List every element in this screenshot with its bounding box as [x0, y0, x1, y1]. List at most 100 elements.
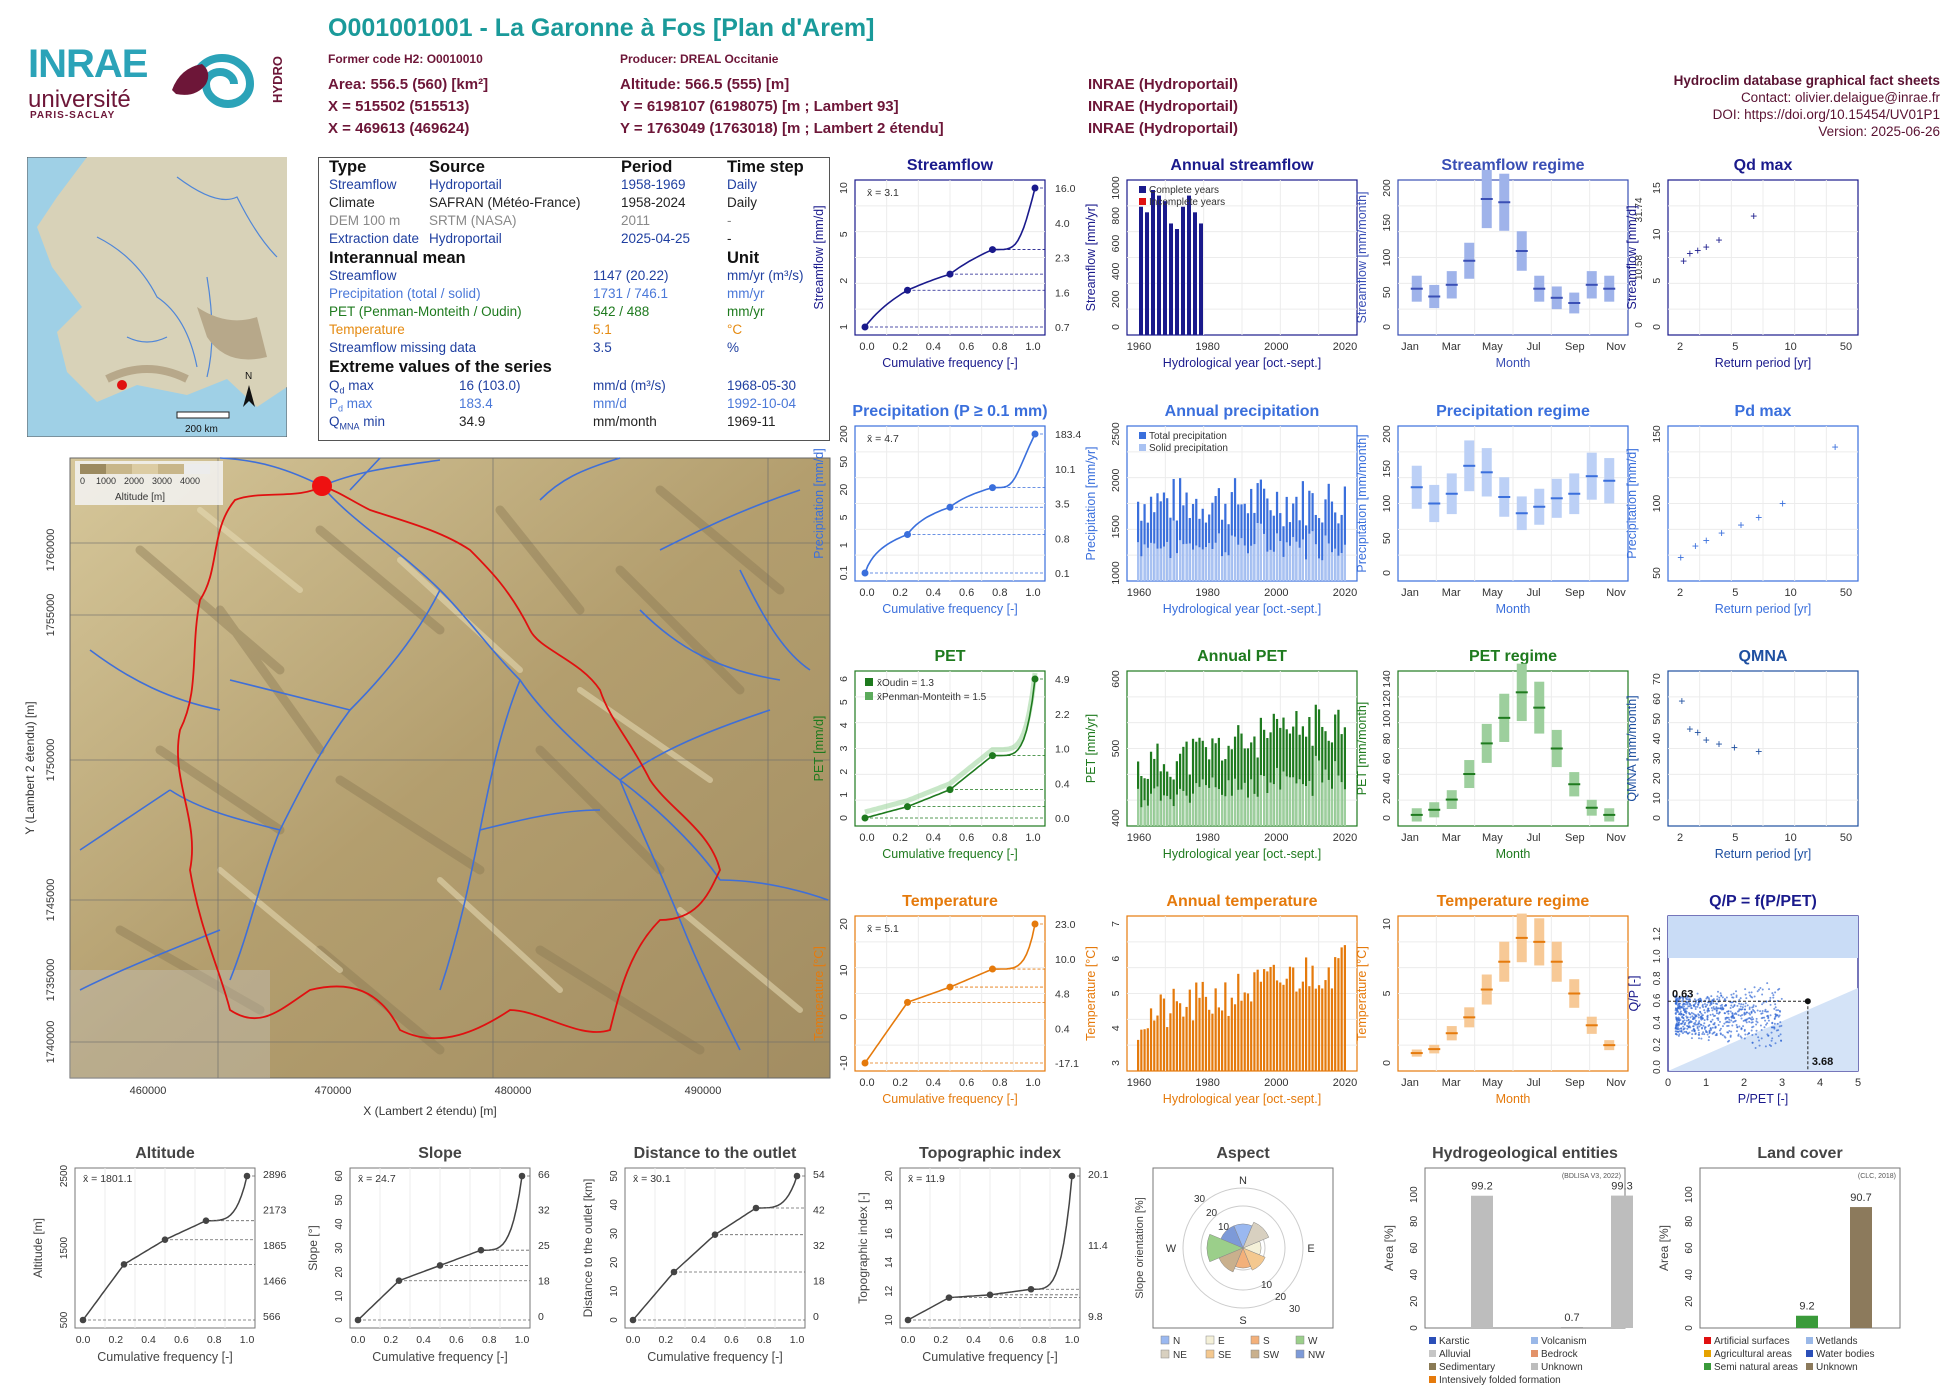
scatter-point	[1674, 1033, 1677, 1036]
scatter-point	[1739, 1014, 1742, 1017]
y-tick: 1760000	[45, 529, 57, 572]
legend-swatch	[1295, 1335, 1305, 1345]
scatter-point	[1708, 1036, 1711, 1039]
interannual-value: 1147 (20.22)	[593, 268, 669, 283]
legend-swatch	[1806, 1337, 1813, 1344]
bar	[1221, 519, 1224, 581]
scatter-point	[1706, 1033, 1709, 1036]
scatter-point	[1756, 990, 1759, 993]
quantile-point	[711, 1231, 719, 1238]
scatter-point	[1677, 1021, 1680, 1024]
x-axis-label: Cumulative frequency [-]	[97, 1350, 232, 1364]
scatter-point	[1776, 1014, 1779, 1017]
bar	[1301, 481, 1304, 581]
quantile-point	[989, 246, 996, 254]
x-tick-label: Nov	[1606, 341, 1626, 353]
legend-label: Wetlands	[1816, 1336, 1858, 1347]
bar	[1253, 736, 1256, 826]
scatter-point	[1697, 1003, 1700, 1006]
y-tick-label: 10	[884, 1314, 895, 1326]
scatter-point	[1735, 990, 1738, 993]
chart-qd_max: Qd max Return period [yr] Streamflow [mm/d…	[1625, 157, 1859, 370]
scatter-point	[1706, 1001, 1709, 1004]
y-axis-label: PET [mm/d]	[812, 716, 826, 782]
scatter-point	[1685, 1015, 1688, 1018]
bar-solid	[1279, 540, 1282, 581]
scatter-point	[1713, 1022, 1716, 1025]
bar	[1185, 741, 1188, 826]
right-tick-label: 1.0	[1055, 744, 1070, 756]
scatter-point	[1718, 1011, 1721, 1014]
ring-label: 20	[1206, 1208, 1218, 1219]
bar	[1198, 997, 1201, 1071]
chart-title: Qd max	[1734, 157, 1793, 174]
y-tick-label: 6	[1110, 956, 1122, 962]
y-axis-label: Precipitation [mm/d]	[1625, 448, 1639, 558]
y-tick-label: 600	[1110, 670, 1122, 688]
right-tick-label: 4.8	[1055, 989, 1070, 1001]
scatter-point	[1757, 1036, 1760, 1039]
scatter-point	[1680, 1013, 1683, 1016]
bar	[1182, 505, 1185, 581]
scatter-point	[1740, 1027, 1743, 1030]
bar-solid	[1153, 788, 1156, 826]
quantile-point	[79, 1316, 87, 1324]
y-tick-label: 400	[1110, 809, 1122, 827]
y-axis-label: Streamflow [mm/d]	[812, 205, 826, 309]
contact-link[interactable]: Contact: olivier.delaigue@inrae.fr	[1740, 90, 1940, 105]
y-tick-label: 20	[884, 1170, 895, 1182]
chart-pd_max: Pd max Return period [yr] Precipitation [m…	[1625, 403, 1859, 616]
scatter-point	[1714, 1034, 1717, 1037]
row-timestep: Daily	[727, 195, 758, 210]
x-axis-label: Cumulative frequency [-]	[647, 1350, 782, 1364]
y-tick-label: 80	[1381, 733, 1393, 745]
y-tick-label: 40	[1651, 733, 1663, 745]
scatter-point	[1745, 997, 1748, 1000]
doi-link[interactable]: DOI: https://doi.org/10.15454/UV01P1	[1712, 107, 1940, 122]
x-tick-label: 1.0	[1025, 341, 1040, 353]
bar	[1282, 984, 1285, 1071]
y-tick: 1750000	[45, 739, 57, 782]
right-tick-label: 66	[538, 1169, 550, 1181]
scatter-point	[1711, 1026, 1714, 1029]
y-tick-label: 200	[1110, 290, 1122, 308]
legend-swatch	[1250, 1349, 1260, 1359]
bar-solid	[1275, 767, 1279, 826]
scatter-point	[1759, 1010, 1762, 1013]
bar	[1143, 504, 1146, 581]
bar	[1214, 743, 1217, 826]
scatter-point	[1682, 998, 1685, 1001]
scatter-point	[1680, 1030, 1683, 1033]
scatter-point	[1727, 1024, 1730, 1027]
chart-title: Precipitation (P ≥ 0.1 mm)	[852, 403, 1047, 420]
x-tick-label: 0.4	[691, 1334, 706, 1346]
data-point: +	[1694, 726, 1701, 740]
right-tick-label: 18	[538, 1276, 550, 1288]
chart-landcover: Land cover (CLC, 2018) 9.2 90.7 Area [%] 0 20 4…	[1657, 1145, 1901, 1373]
ring	[1200, 1205, 1286, 1291]
scatter-point	[1677, 1023, 1680, 1026]
x-tick-label: 0.0	[859, 1077, 874, 1089]
bar-solid	[1224, 552, 1227, 581]
scatter-point	[1678, 1013, 1681, 1016]
y-tick-label: 150	[1651, 425, 1663, 443]
bar	[1139, 206, 1143, 335]
interannual-value: 542 / 488	[593, 304, 650, 319]
scatter-point	[1676, 1020, 1679, 1023]
x-tick-label: 0.4	[926, 1077, 941, 1089]
scatter-point	[1743, 1028, 1746, 1031]
bar	[1151, 190, 1155, 335]
y-tick-label: 40	[334, 1218, 345, 1230]
aspect-sector	[1206, 1233, 1244, 1263]
y-tick-label: 12	[884, 1285, 895, 1297]
scatter-point	[1707, 1039, 1710, 1042]
y-tick-label: 20	[1651, 772, 1663, 784]
scatter-point	[1746, 1018, 1749, 1021]
extreme-date: 1968-05-30	[727, 378, 797, 393]
right-tick-label: 42	[813, 1205, 825, 1217]
scatter-point	[1703, 1011, 1706, 1014]
scatter-point	[1752, 1004, 1755, 1007]
scatter-point	[1727, 1012, 1730, 1015]
bar	[1266, 971, 1269, 1071]
scatter-point	[1724, 1016, 1727, 1019]
